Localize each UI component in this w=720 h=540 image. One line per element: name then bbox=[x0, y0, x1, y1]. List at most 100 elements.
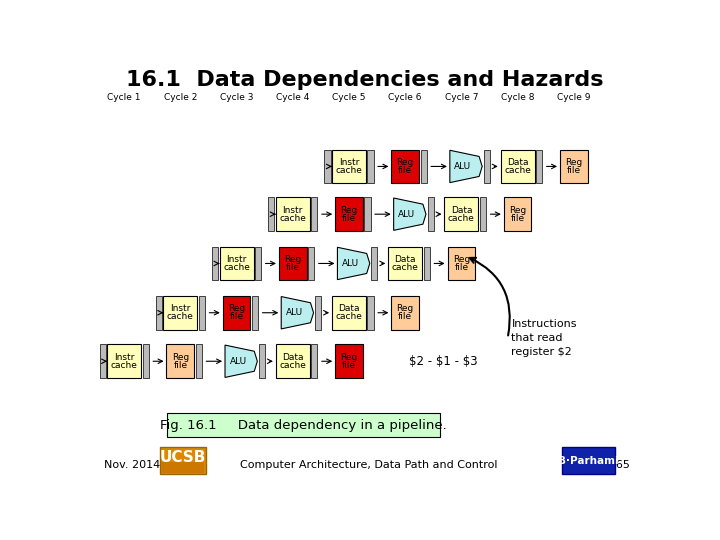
Bar bbox=[196, 345, 202, 378]
Text: Fig. 16.1     Data dependency in a pipeline.: Fig. 16.1 Data dependency in a pipeline. bbox=[160, 418, 447, 431]
Text: file: file bbox=[510, 213, 525, 222]
Bar bbox=[255, 247, 261, 280]
Text: file: file bbox=[174, 361, 187, 369]
Text: Reg: Reg bbox=[565, 158, 582, 167]
Text: Computer Architecture, Data Path and Control: Computer Architecture, Data Path and Con… bbox=[240, 460, 498, 470]
Bar bbox=[335, 197, 363, 231]
Bar bbox=[500, 150, 534, 184]
Text: $2 - $1 - $3: $2 - $1 - $3 bbox=[409, 355, 477, 368]
Text: cache: cache bbox=[279, 361, 306, 369]
Text: cache: cache bbox=[336, 312, 362, 321]
Bar bbox=[444, 197, 478, 231]
Text: file: file bbox=[286, 263, 300, 272]
Text: 16.1  Data Dependencies and Hazards: 16.1 Data Dependencies and Hazards bbox=[127, 70, 604, 90]
Text: file: file bbox=[398, 166, 413, 175]
Text: file: file bbox=[342, 361, 356, 369]
Bar bbox=[161, 462, 204, 473]
Text: Reg: Reg bbox=[341, 206, 358, 215]
Bar bbox=[448, 247, 475, 280]
Text: ALU: ALU bbox=[398, 210, 415, 219]
Text: cache: cache bbox=[223, 263, 250, 272]
Text: cache: cache bbox=[279, 213, 306, 222]
Text: file: file bbox=[567, 166, 581, 175]
Bar bbox=[212, 247, 218, 280]
Text: Instr: Instr bbox=[339, 158, 359, 167]
Text: file: file bbox=[342, 213, 356, 222]
Text: Reg: Reg bbox=[341, 353, 358, 362]
Text: Data: Data bbox=[507, 158, 528, 167]
Bar bbox=[252, 296, 258, 330]
Text: Instr: Instr bbox=[282, 206, 303, 215]
Text: Reg: Reg bbox=[397, 158, 414, 167]
Bar bbox=[372, 247, 377, 280]
Text: Cycle 9: Cycle 9 bbox=[557, 93, 590, 102]
Text: Data: Data bbox=[338, 305, 360, 313]
Bar bbox=[259, 345, 265, 378]
Text: cache: cache bbox=[111, 361, 138, 369]
Text: ALU: ALU bbox=[230, 357, 247, 366]
Bar bbox=[367, 296, 374, 330]
Text: Cycle 5: Cycle 5 bbox=[332, 93, 366, 102]
Text: Cycle 6: Cycle 6 bbox=[389, 93, 422, 102]
Bar bbox=[392, 296, 419, 330]
Text: Cycle 7: Cycle 7 bbox=[445, 93, 478, 102]
Text: ALU: ALU bbox=[454, 162, 472, 171]
Text: Data: Data bbox=[395, 255, 416, 264]
Text: Cycle 4: Cycle 4 bbox=[276, 93, 310, 102]
Text: Reg: Reg bbox=[284, 255, 302, 264]
Polygon shape bbox=[450, 150, 482, 183]
Text: Reg: Reg bbox=[397, 305, 414, 313]
Bar bbox=[392, 150, 419, 184]
Bar bbox=[560, 150, 588, 184]
Text: cache: cache bbox=[448, 213, 474, 222]
Bar bbox=[276, 345, 310, 378]
Polygon shape bbox=[160, 447, 206, 475]
Text: Reg: Reg bbox=[509, 206, 526, 215]
Polygon shape bbox=[338, 247, 370, 280]
Polygon shape bbox=[562, 447, 616, 475]
Text: Cycle 1: Cycle 1 bbox=[107, 93, 141, 102]
Polygon shape bbox=[394, 198, 426, 231]
Text: file: file bbox=[230, 312, 243, 321]
Bar bbox=[428, 197, 433, 231]
Bar bbox=[484, 150, 490, 184]
Text: Instr: Instr bbox=[114, 353, 135, 362]
Bar bbox=[504, 197, 531, 231]
Bar bbox=[332, 296, 366, 330]
Text: Reg: Reg bbox=[453, 255, 470, 264]
Text: cache: cache bbox=[336, 166, 362, 175]
Bar bbox=[222, 296, 251, 330]
Bar bbox=[99, 345, 106, 378]
Bar bbox=[364, 197, 371, 231]
Text: Instr: Instr bbox=[226, 255, 247, 264]
Bar bbox=[324, 150, 330, 184]
Text: Data: Data bbox=[282, 353, 304, 362]
Bar bbox=[279, 247, 307, 280]
Bar bbox=[332, 150, 366, 184]
Text: cache: cache bbox=[167, 312, 194, 321]
Text: Reg: Reg bbox=[228, 305, 246, 313]
Text: cache: cache bbox=[504, 166, 531, 175]
Bar bbox=[311, 197, 318, 231]
FancyBboxPatch shape bbox=[167, 413, 440, 437]
Text: ALU: ALU bbox=[342, 259, 359, 268]
Bar bbox=[315, 296, 321, 330]
Polygon shape bbox=[282, 296, 314, 329]
Bar bbox=[420, 150, 427, 184]
Text: Cycle 3: Cycle 3 bbox=[220, 93, 253, 102]
Bar bbox=[220, 247, 253, 280]
Text: Cycle 8: Cycle 8 bbox=[501, 93, 534, 102]
Bar bbox=[335, 345, 363, 378]
Text: Instructions
that read
register $2: Instructions that read register $2 bbox=[511, 319, 577, 357]
Bar bbox=[156, 296, 162, 330]
Text: Reg: Reg bbox=[172, 353, 189, 362]
Bar bbox=[536, 150, 542, 184]
Text: ALU: ALU bbox=[286, 308, 303, 317]
Text: cache: cache bbox=[392, 263, 418, 272]
Text: file: file bbox=[454, 263, 469, 272]
Bar bbox=[308, 247, 315, 280]
Bar bbox=[480, 197, 486, 231]
Bar bbox=[166, 345, 194, 378]
Bar bbox=[268, 197, 274, 231]
Bar bbox=[143, 345, 149, 378]
